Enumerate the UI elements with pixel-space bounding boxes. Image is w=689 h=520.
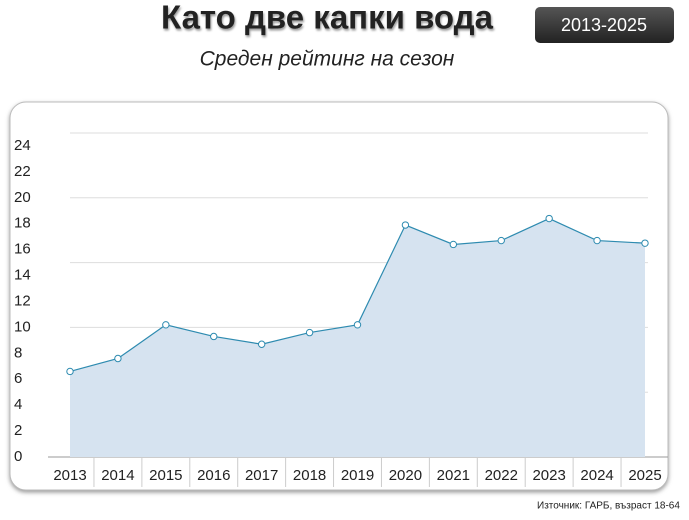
y-tick-label: 14: [14, 267, 31, 284]
point: [66, 367, 74, 376]
point: [593, 236, 601, 245]
point: [162, 321, 170, 329]
y-tick-label: 6: [14, 370, 22, 387]
point: [210, 332, 218, 341]
y-tick-label: 16: [14, 241, 31, 258]
y-tick-label: 8: [14, 344, 22, 361]
x-tick-label: 2018: [293, 467, 326, 484]
point: [401, 221, 410, 229]
y-tick-label: 18: [14, 215, 31, 232]
x-tick-label: 2017: [245, 467, 278, 484]
x-tick-label: 2020: [389, 467, 422, 484]
y-tick-label: 10: [14, 318, 31, 335]
y-tick-label: 12: [14, 292, 31, 309]
chart-subtitle: Среден рейтинг на сезон: [200, 48, 455, 71]
area: [70, 218, 645, 457]
y-tick-label: 22: [14, 163, 31, 180]
x-tick-label: 2014: [101, 467, 134, 484]
source-note: Източник: ГАРБ, възраст 18-64: [537, 501, 680, 512]
x-tick-label: 2015: [149, 467, 182, 484]
point: [114, 354, 122, 363]
point: [257, 340, 266, 348]
x-tick-label: 2016: [197, 467, 230, 484]
badge-label: 2013-2025: [561, 15, 647, 35]
point: [641, 239, 649, 247]
chart-title: Като две капки вода: [161, 0, 494, 36]
x-tick-label: 2025: [628, 467, 661, 484]
point: [353, 321, 362, 329]
x-tick-label: 2022: [485, 467, 518, 484]
y-tick-label: 24: [14, 137, 31, 154]
x-tick-label: 2024: [580, 467, 613, 484]
y-tick-label: 0: [14, 448, 22, 465]
badge: [535, 7, 674, 43]
y-tick-label: 2: [14, 422, 22, 439]
point: [305, 328, 314, 337]
point: [497, 236, 505, 245]
point: [449, 240, 458, 249]
x-tick-label: 2019: [341, 467, 374, 484]
x-tick-label: 2021: [437, 467, 470, 484]
y-tick-label: 4: [14, 396, 22, 413]
y-tick-label: 20: [14, 189, 31, 206]
x-tick-label: 2023: [532, 467, 565, 484]
point: [545, 214, 553, 223]
x-tick-label: 2013: [53, 467, 86, 484]
